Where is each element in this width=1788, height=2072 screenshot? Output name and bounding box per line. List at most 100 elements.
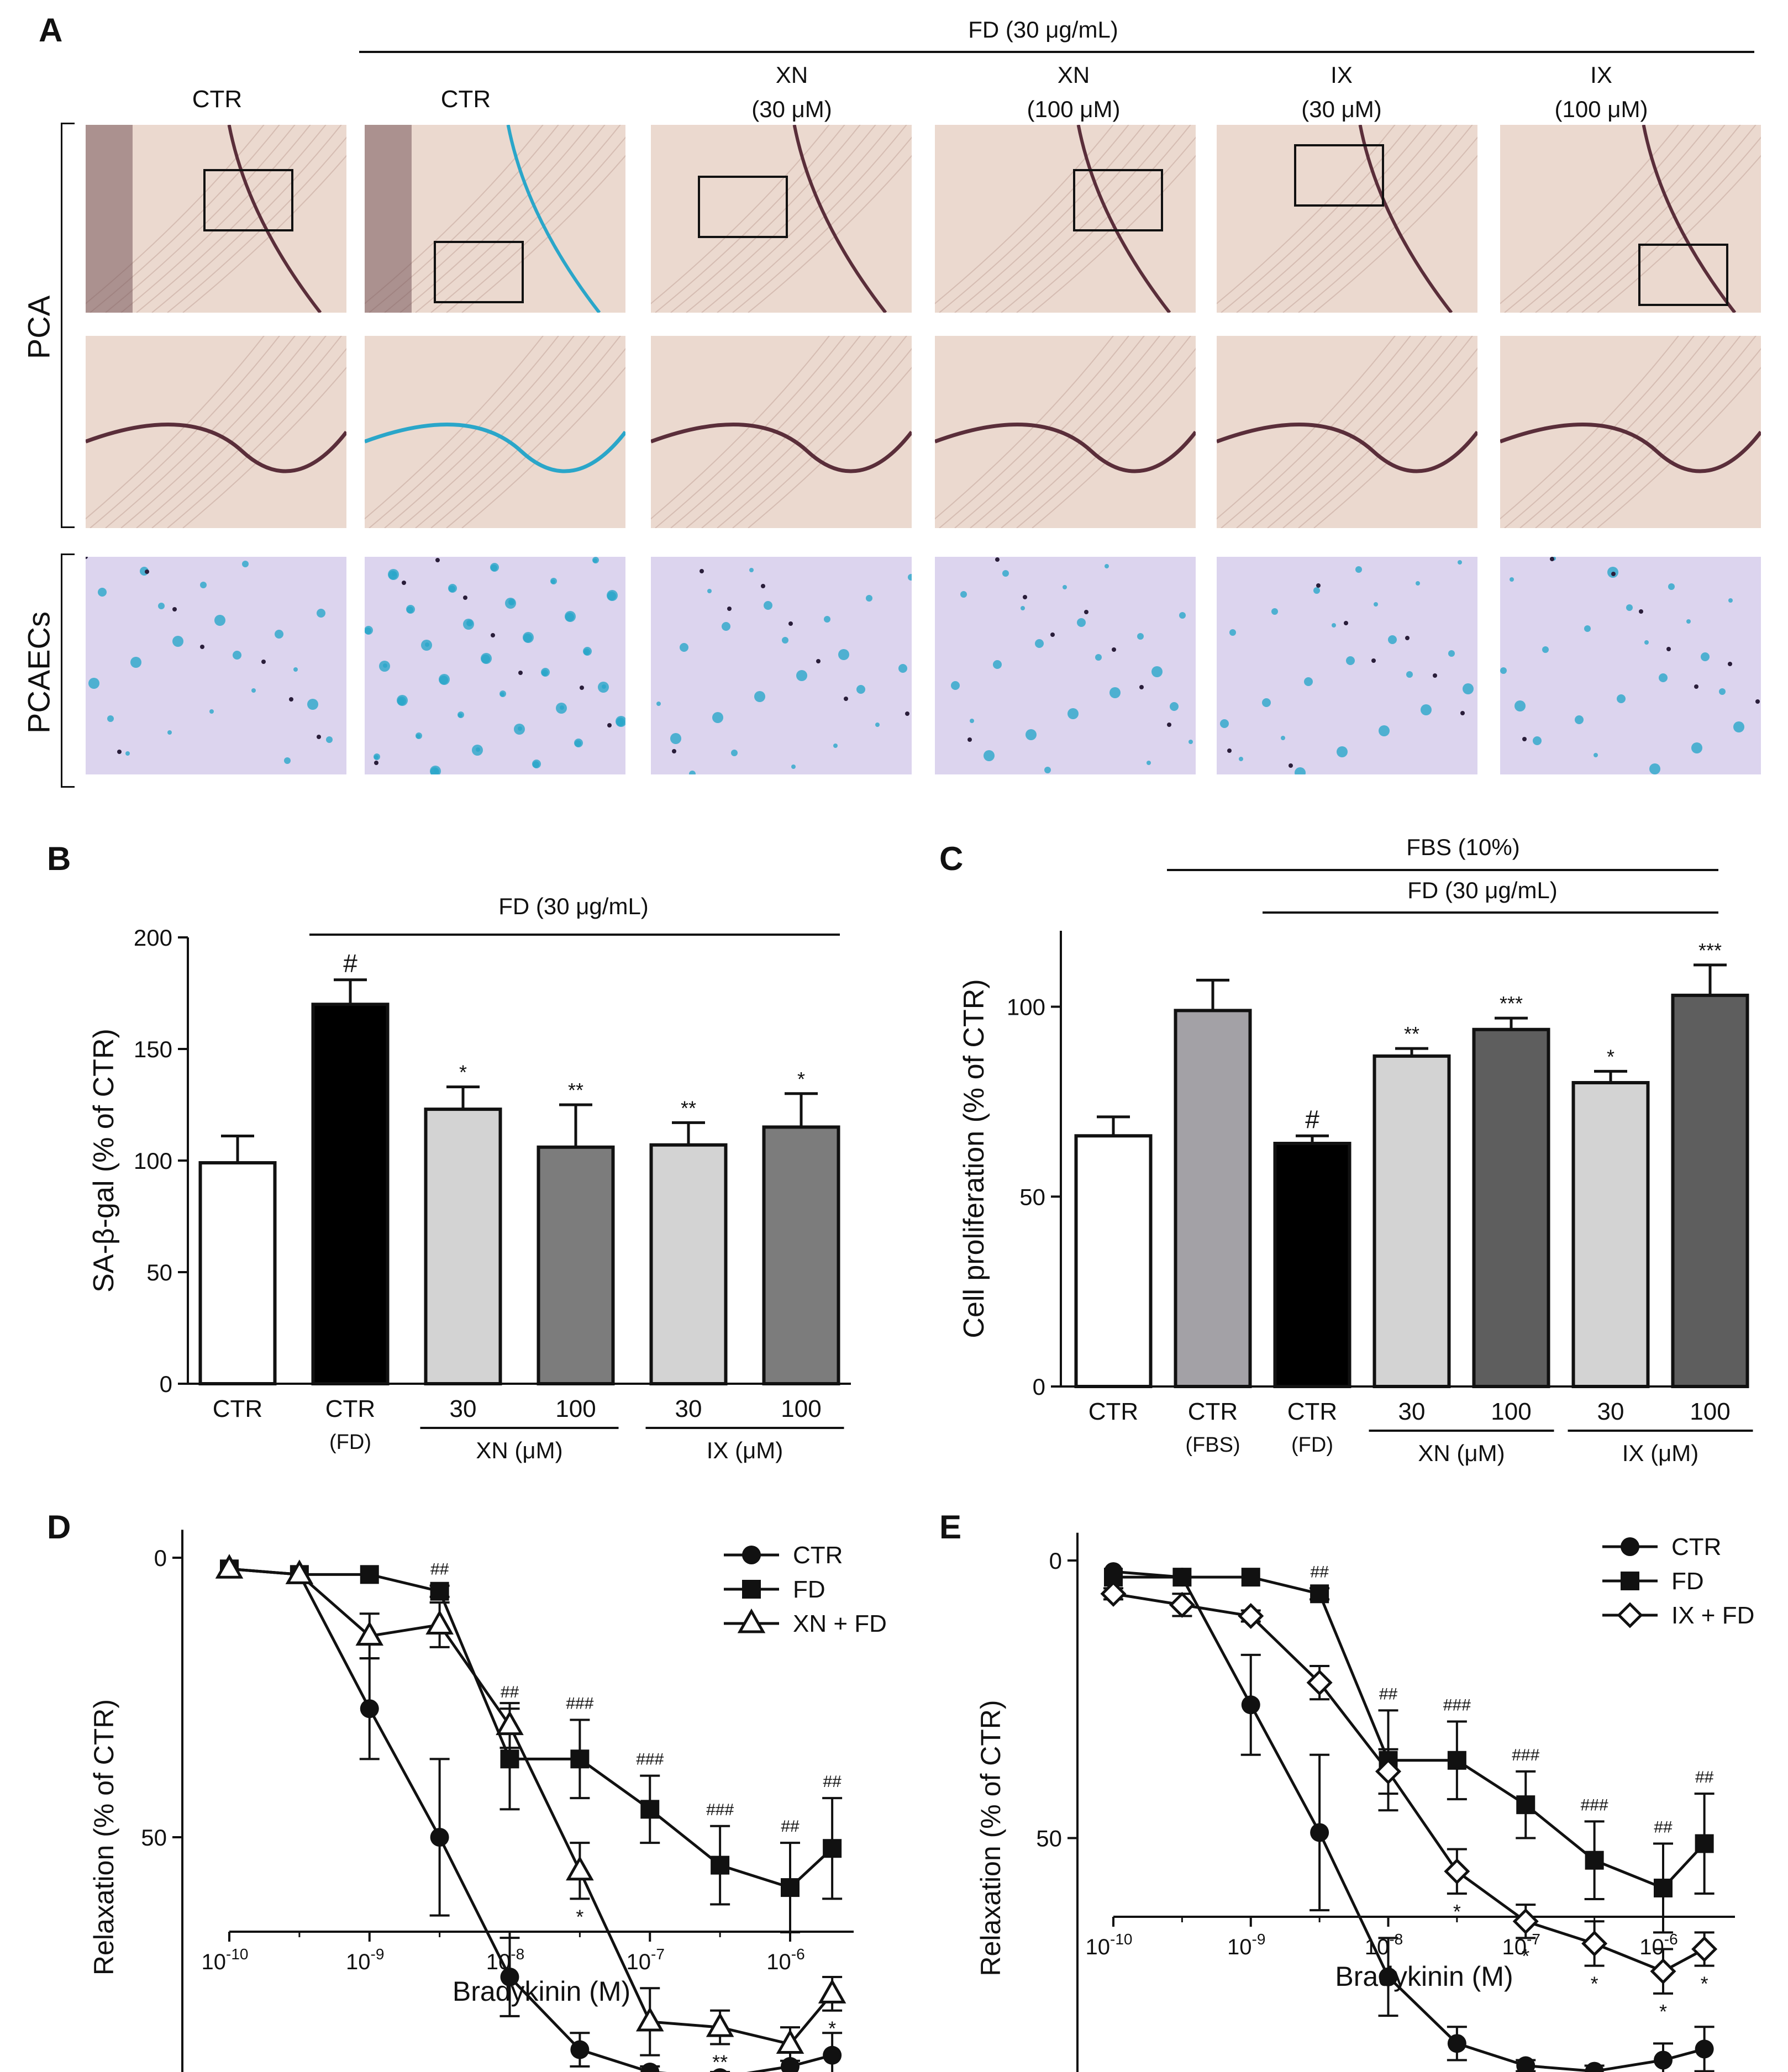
significance-label: ### bbox=[1443, 1696, 1471, 1714]
panel-b-header: FD (30 μg/mL) bbox=[498, 893, 649, 919]
category-label: CTR bbox=[1287, 1398, 1337, 1425]
row-label-pcaecs: PCAECs bbox=[21, 611, 56, 734]
col-header-ix-100: IX (100 μM) bbox=[1554, 62, 1648, 122]
panel-c-letter: C bbox=[939, 840, 964, 877]
marker-diamond bbox=[1238, 1602, 1264, 1630]
panel-e-letter: E bbox=[939, 1509, 962, 1546]
zoom-box bbox=[1294, 144, 1384, 207]
category-label: CTR bbox=[325, 1395, 375, 1422]
bar bbox=[1174, 1009, 1252, 1388]
significance-label: *** bbox=[1500, 992, 1523, 1015]
category-label: CTR bbox=[1188, 1398, 1238, 1425]
marker-triangle bbox=[818, 1979, 846, 2004]
marker-diamond bbox=[1650, 1958, 1676, 1985]
marker-circle bbox=[1585, 2062, 1604, 2072]
panel-b-header-line bbox=[309, 934, 840, 936]
y-tick-label: 150 bbox=[134, 1036, 172, 1062]
y-tick-label: 50 bbox=[146, 1259, 172, 1285]
marker-triangle bbox=[215, 1554, 244, 1579]
bar bbox=[537, 1145, 615, 1385]
significance-label: * bbox=[459, 1061, 467, 1084]
x-tick-label: 10-9 bbox=[346, 1946, 384, 1974]
col-header-xn-100: XN (100 μM) bbox=[1027, 62, 1121, 122]
micrograph-cells-6 bbox=[1500, 557, 1761, 774]
marker-square bbox=[1310, 1584, 1329, 1604]
significance-label: ### bbox=[706, 1801, 734, 1819]
significance-label: ### bbox=[636, 1751, 664, 1769]
significance-label: ## bbox=[823, 1773, 842, 1791]
significance-label: ** bbox=[712, 2050, 728, 2072]
marker-square bbox=[1172, 1568, 1192, 1587]
significance-label: ## bbox=[781, 1817, 800, 1836]
legend-label: CTR bbox=[1671, 1533, 1721, 1560]
marker-circle bbox=[712, 2068, 728, 2072]
significance-label: ** bbox=[681, 1096, 696, 1119]
col-header-ix-30: IX (30 μM) bbox=[1301, 62, 1382, 122]
category-label: CTR bbox=[213, 1395, 262, 1422]
marker-triangle bbox=[355, 1621, 384, 1646]
marker-triangle bbox=[737, 1608, 766, 1633]
marker-circle bbox=[430, 1828, 449, 1847]
series-line bbox=[1113, 1575, 1706, 1890]
micrograph-tissue-2 bbox=[365, 125, 625, 313]
bar bbox=[762, 1125, 840, 1385]
y-tick-label: 50 bbox=[141, 1825, 167, 1850]
marker-square bbox=[640, 1800, 660, 1819]
category-sublabel: (FD) bbox=[329, 1431, 371, 1454]
zoom-box bbox=[434, 241, 524, 303]
significance-label: ## bbox=[1695, 1768, 1714, 1786]
marker-circle bbox=[1447, 2034, 1466, 2053]
significance-label: * bbox=[1453, 1900, 1461, 1923]
marker-triangle bbox=[496, 1710, 524, 1736]
micrograph-zoom-4 bbox=[935, 336, 1196, 528]
micrograph-tissue-4 bbox=[935, 125, 1196, 313]
series-line bbox=[229, 1567, 833, 2072]
bar bbox=[1372, 1054, 1451, 1388]
zoom-box bbox=[698, 176, 788, 238]
significance-label: * bbox=[797, 1068, 805, 1090]
significance-label: ** bbox=[568, 1079, 583, 1101]
y-tick-label: 0 bbox=[1049, 1548, 1062, 1574]
bar bbox=[1472, 1027, 1550, 1388]
significance-label: ### bbox=[566, 1694, 593, 1712]
significance-label: ## bbox=[430, 1560, 449, 1579]
zoom-box bbox=[1073, 169, 1163, 231]
pca-bracket bbox=[61, 123, 75, 528]
micrograph-zoom-5 bbox=[1217, 336, 1477, 528]
col-header-xn-30: XN (30 μM) bbox=[751, 62, 832, 122]
marker-circle bbox=[1654, 2050, 1673, 2070]
significance-label: * bbox=[1607, 1045, 1615, 1068]
marker-circle bbox=[500, 1968, 519, 1986]
category-sublabel: (FBS) bbox=[1185, 1433, 1240, 1457]
panel-a-treatment-line bbox=[359, 51, 1754, 53]
marker-circle bbox=[1241, 1695, 1260, 1715]
y-axis-label: Relaxation (% of CTR) bbox=[975, 1700, 1006, 1976]
significance-label: ## bbox=[1379, 1685, 1398, 1703]
col-header-ctr: CTR bbox=[192, 86, 243, 113]
panel-c-fbs-line bbox=[1167, 869, 1718, 871]
micrograph-zoom-6 bbox=[1500, 336, 1761, 528]
col-header-ctr-fd: CTR bbox=[440, 86, 491, 113]
marker-square bbox=[500, 1749, 519, 1769]
marker-triangle bbox=[776, 2029, 804, 2054]
row-label-pca: PCA bbox=[21, 295, 56, 360]
marker-circle bbox=[823, 2045, 842, 2065]
significance-label: ## bbox=[1654, 1818, 1673, 1837]
significance-label: * bbox=[786, 2068, 794, 2072]
marker-circle bbox=[1516, 2056, 1535, 2072]
bar bbox=[649, 1143, 728, 1385]
zoom-box bbox=[203, 169, 293, 231]
significance-label: * bbox=[1591, 1973, 1598, 1995]
series-line bbox=[1113, 1592, 1705, 1973]
marker-diamond bbox=[1691, 1936, 1718, 1963]
marker-diamond bbox=[1617, 1602, 1643, 1628]
y-tick-label: 0 bbox=[1033, 1374, 1045, 1400]
category-label: 100 bbox=[781, 1395, 821, 1422]
y-tick-label: 100 bbox=[134, 1148, 172, 1174]
marker-square bbox=[1585, 1850, 1604, 1870]
marker-square bbox=[430, 1581, 449, 1601]
significance-label: * bbox=[1701, 1973, 1708, 1995]
significance-label: ** bbox=[1404, 1022, 1419, 1045]
micrograph-tissue-6 bbox=[1500, 125, 1761, 313]
micrograph-tissue-1 bbox=[86, 125, 346, 313]
